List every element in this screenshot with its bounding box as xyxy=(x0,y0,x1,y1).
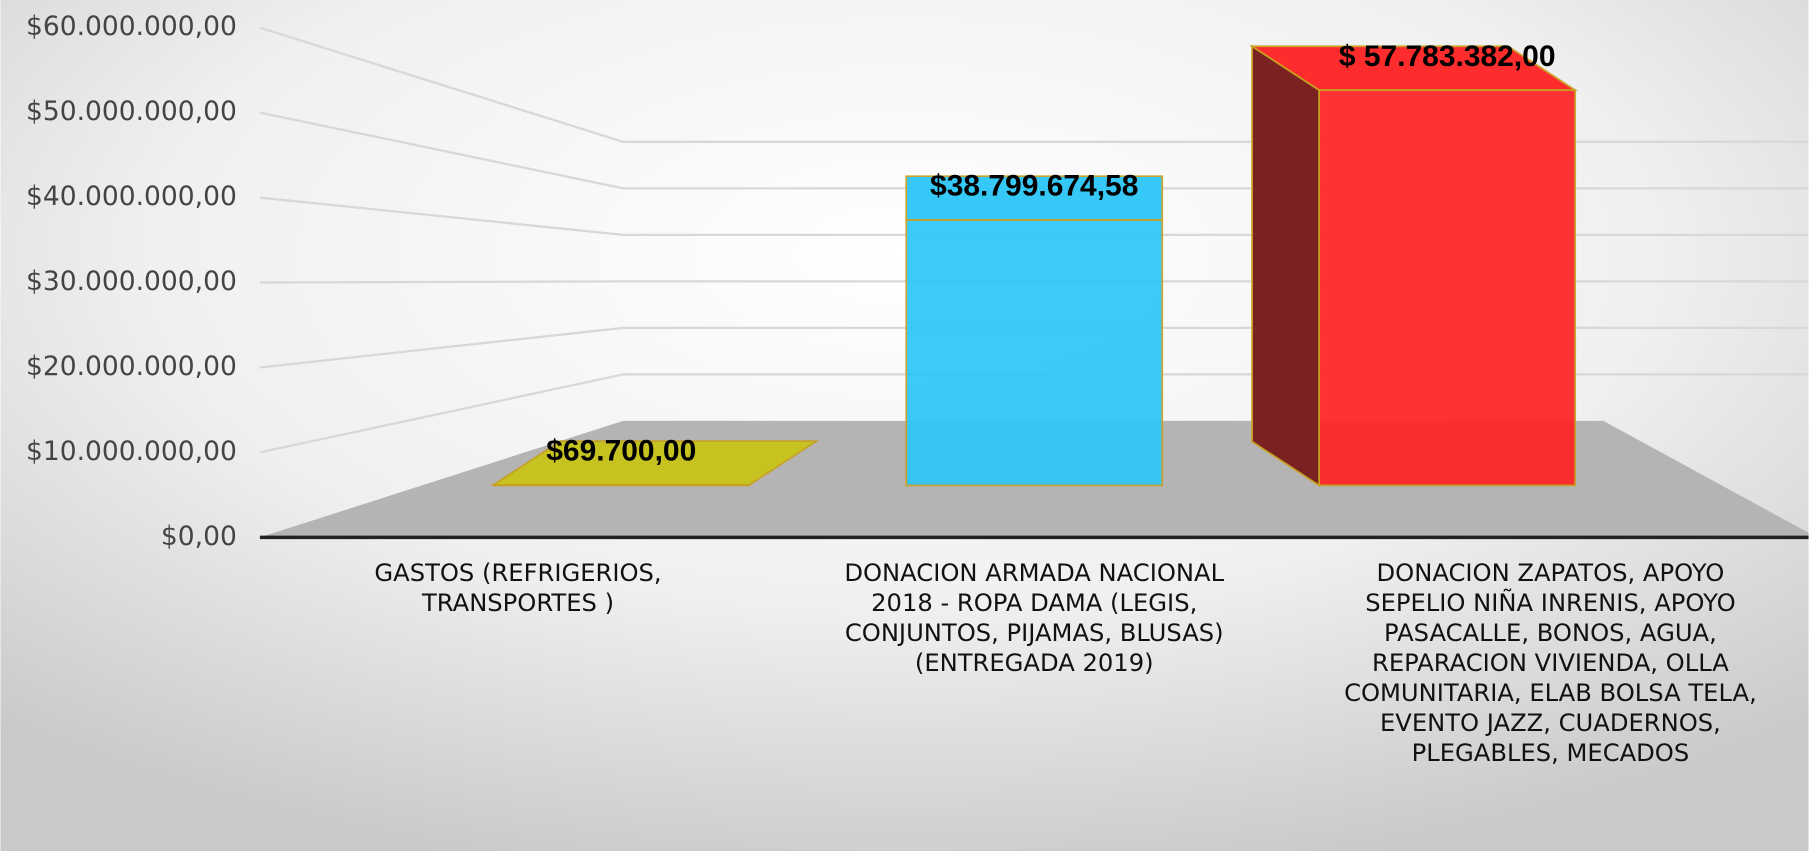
x-tick-label-box: DONACION ARMADA NACIONAL 2018 - ROPA DAM… xyxy=(844,559,1225,677)
y-tick-label: $30.000.000,00 xyxy=(26,266,237,297)
bar xyxy=(490,440,820,487)
bar xyxy=(905,175,1164,487)
value-label: $ 57.783.382,00 xyxy=(1339,40,1556,73)
x-tick-label: DONACION ZAPATOS, APOYO SEPELIO NIÑA INR… xyxy=(1344,559,1757,767)
y-tick-label: $20.000.000,00 xyxy=(26,351,237,382)
value-label: $69.700,00 xyxy=(546,435,696,468)
y-tick-label: $40.000.000,00 xyxy=(26,181,237,212)
y-tick-label: $0,00 xyxy=(161,521,237,552)
y-tick-label: $10.000.000,00 xyxy=(26,436,237,467)
value-label: $38.799.674,58 xyxy=(930,170,1138,203)
x-tick-label: DONACION ARMADA NACIONAL 2018 - ROPA DAM… xyxy=(844,559,1225,677)
bar xyxy=(1249,44,1579,488)
y-tick-label: $50.000.000,00 xyxy=(26,96,237,127)
bar-front xyxy=(1318,89,1577,487)
bar-front xyxy=(905,219,1164,487)
bar-side xyxy=(1251,44,1321,488)
x-tick-label-box: DONACION ZAPATOS, APOYO SEPELIO NIÑA INR… xyxy=(1344,559,1757,767)
x-tick-label-box: GASTOS (REFRIGERIOS, TRANSPORTES ) xyxy=(374,559,662,617)
x-tick-label: GASTOS (REFRIGERIOS, TRANSPORTES ) xyxy=(374,559,662,617)
y-tick-label: $60.000.000,00 xyxy=(26,11,237,42)
